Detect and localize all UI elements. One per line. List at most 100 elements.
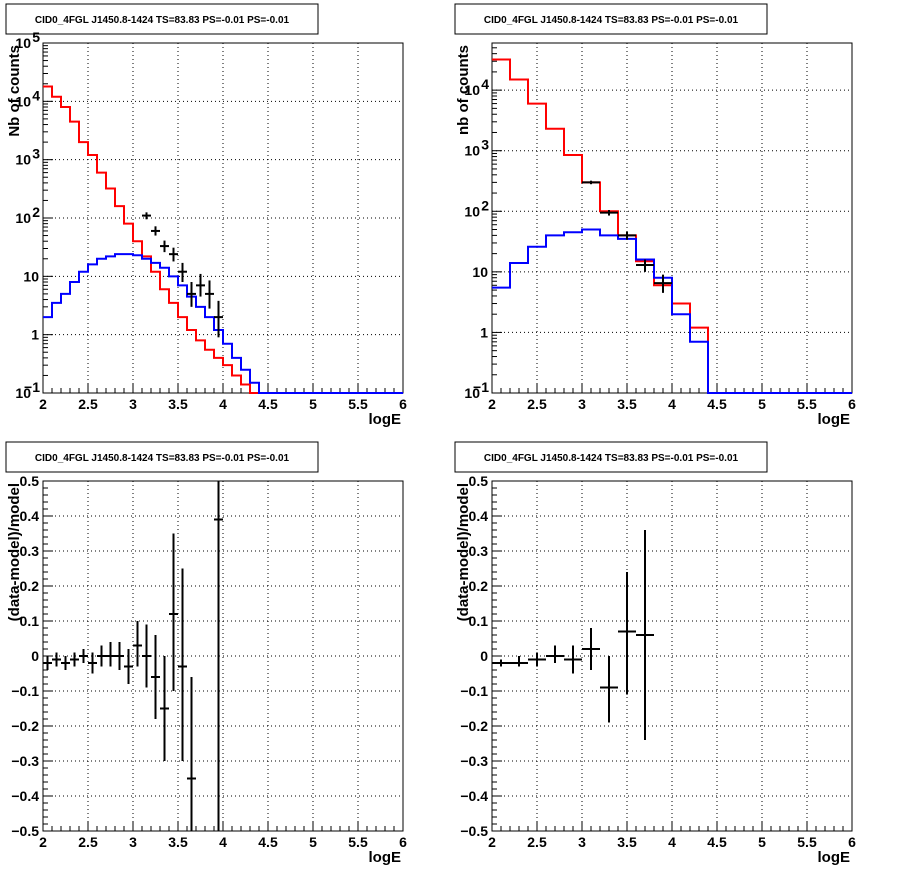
data-point [600,656,618,723]
grid-lines [491,43,853,394]
data-point [636,259,654,272]
data-point [142,212,151,220]
data-points [142,212,223,338]
y-tick-label: 10 [464,82,480,98]
x-tick-label: 3.5 [168,396,188,412]
y-tick-label: 10 [15,35,31,51]
y-tick-label: 0.1 [469,613,489,629]
data-point [160,656,169,761]
x-tick-label: 5.5 [348,834,368,850]
data-point [151,226,160,236]
x-tick-label: 4 [219,396,227,412]
y-axis-label: (data-model)/model [6,483,23,621]
data-point [196,273,205,297]
y-tick-label: 0 [31,648,39,664]
data-point [187,281,196,307]
chart-title: CID0_4FGL J1450.8-1424 TS=83.83 PS=-0.01… [35,15,290,26]
y-tick-label: −0.3 [11,753,39,769]
histogram-series-2 [492,228,852,394]
y-tick-label: 0.4 [20,508,40,524]
y-tick-exponent: 2 [32,204,40,220]
x-tick-label: 3.5 [168,834,188,850]
data-point [160,240,169,253]
x-tick-label: 4 [219,834,227,850]
y-tick-label: 10 [15,385,31,401]
histogram-series-1 [492,58,852,394]
y-tick-label: −0.5 [11,823,39,839]
chart-title: CID0_4FGL J1450.8-1424 TS=83.83 PS=-0.01… [484,453,739,464]
x-tick-label: 4.5 [707,834,727,850]
y-tick-exponent: −1 [473,379,489,395]
chart-panel-2: CID0_4FGL J1450.8-1424 TS=83.83 PS=-0.01… [454,3,856,428]
x-tick-label: 5 [758,396,766,412]
title-box [454,3,768,35]
x-axis-label: logE [818,849,851,866]
data-point [43,656,52,670]
x-axis-label: logE [818,411,851,428]
data-point [618,231,636,240]
y-tick-label: −0.1 [460,683,488,699]
y-tick-label: 10 [472,264,488,280]
data-point [106,642,115,667]
y-tick-exponent: 5 [32,29,40,45]
y-axis-label: nb of counts [455,45,472,135]
title-box [5,441,319,473]
y-tick-label: 10 [15,210,31,226]
y-tick-label: −0.2 [11,718,39,734]
data-point [510,656,528,667]
x-tick-label: 3 [129,396,137,412]
y-axis: −0.5 −0.4 −0.3 −0.2 −0.1 0 0.1 0.2 0.3 0.4 0.5(dat… [455,473,502,839]
data-point [178,568,187,761]
data-points [492,530,654,740]
x-tick-label: 6 [848,396,856,412]
y-tick-label: 0.5 [20,473,40,489]
y-tick-label: 10 [23,268,39,284]
title-box [5,3,319,35]
y-tick-label: 10 [15,93,31,109]
y-tick-label: 0.5 [469,473,489,489]
data-point [97,645,106,667]
y-tick-label: 10 [464,385,480,401]
data-points [582,180,672,293]
x-tick-label: 3 [578,834,586,850]
data-point [178,262,187,282]
title-box [454,441,768,473]
data-point [205,280,214,309]
data-point [133,621,142,667]
x-tick-label: 3.5 [617,396,637,412]
data-point [52,652,61,667]
x-tick-label: 5.5 [797,396,817,412]
y-tick-label: 0 [480,648,488,664]
data-point [88,652,97,674]
y-tick-exponent: 2 [481,197,489,213]
y-tick-label: −0.5 [460,823,488,839]
x-axis-label: logE [369,411,402,428]
data-point [169,533,178,691]
data-point [618,572,636,695]
y-tick-exponent: −1 [24,379,40,395]
data-point [654,274,672,293]
y-tick-label: 0.1 [20,613,40,629]
chart-panel-4: CID0_4FGL J1450.8-1424 TS=83.83 PS=-0.01… [454,441,856,866]
data-points [43,481,223,831]
y-tick-exponent: 3 [481,137,489,153]
y-tick-label: −0.4 [11,788,39,804]
data-point [528,652,546,667]
y-tick-label: −0.4 [460,788,488,804]
chart-title: CID0_4FGL J1450.8-1424 TS=83.83 PS=-0.01… [35,453,290,464]
y-tick-label: −0.3 [460,753,488,769]
x-tick-label: 6 [848,834,856,850]
data-point [79,649,88,663]
y-axis: −0.5 −0.4 −0.3 −0.2 −0.1 0 0.1 0.2 0.3 0.4 0.5(dat… [6,473,53,839]
x-tick-label: 2 [39,834,47,850]
data-point [214,300,223,338]
data-point [564,645,582,674]
data-point [61,656,70,670]
y-axis-label: Nb of counts [6,45,23,137]
data-point [582,628,600,670]
y-tick-label: 10 [464,203,480,219]
x-tick-label: 2 [488,834,496,850]
